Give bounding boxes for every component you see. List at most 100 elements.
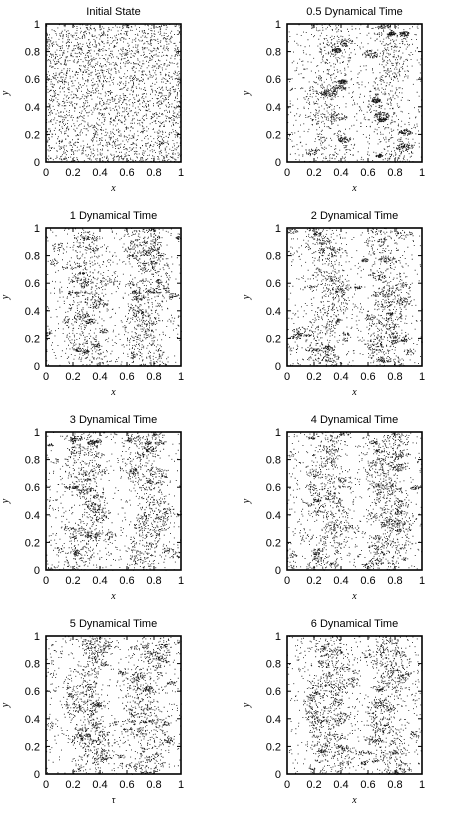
x-tick-label: 1 [178, 575, 184, 587]
chart-title: Initial State [86, 6, 140, 18]
chart-title: 6 Dynamical Time [311, 618, 398, 630]
chart-svg: 0.5 Dynamical Time 0 0.2 0.4 0.6 0.8 1 0 0.2 0.4 0… [241, 6, 425, 194]
scatter-points [287, 432, 423, 571]
chart-title: 4 Dynamical Time [311, 414, 398, 426]
chart-svg: 4 Dynamical Time 0 0.2 0.4 0.6 0.8 1 0 0.2 0.4 0.6… [241, 414, 425, 602]
chart-title: 5 Dynamical Time [70, 618, 157, 630]
y-tick-label: 0.8 [25, 47, 40, 59]
plot-frame [45, 635, 182, 775]
x-axis-label: x [110, 591, 116, 602]
y-tick-label: 0 [34, 157, 40, 169]
chart-title: 2 Dynamical Time [311, 210, 398, 222]
y-axis-label: y [0, 702, 11, 708]
plot-frame [286, 431, 423, 571]
y-tick-label: 1 [34, 223, 40, 235]
point-cloud [287, 636, 423, 775]
chart-panel: 2 Dynamical Time 0 0.2 0.4 0.6 0.8 1 0 0.2 0.4 0.6… [237, 204, 474, 407]
scatter-points [287, 24, 423, 163]
plot-frame [286, 23, 423, 163]
x-axis-label: x [351, 387, 357, 398]
x-tick-label: 0.2 [65, 779, 80, 791]
x-tick-label: 0.6 [360, 575, 375, 587]
x-axis-label: x [110, 183, 116, 194]
x-tick-label: 0.2 [65, 371, 80, 383]
x-tick-label: 0.2 [306, 779, 321, 791]
point-cloud [287, 228, 423, 367]
chart-svg: 6 Dynamical Time 0 0.2 0.4 0.6 0.8 1 0 0.2 0.4 0.6… [241, 618, 425, 806]
y-tick-label: 0.6 [266, 74, 281, 86]
scatter-points [287, 636, 423, 775]
y-tick-label: 0.2 [266, 129, 281, 141]
y-tick-label: 0 [34, 769, 40, 781]
y-tick-label: 1 [275, 631, 281, 643]
plot-frame [45, 23, 182, 163]
x-tick-label: 1 [178, 167, 184, 179]
x-tick-label: 1 [178, 371, 184, 383]
x-tick-label: 0 [43, 575, 49, 587]
y-tick-label: 0.2 [25, 333, 40, 345]
x-tick-label: 0.6 [119, 575, 134, 587]
y-tick-label: 1 [34, 19, 40, 31]
y-tick-label: 0.6 [266, 686, 281, 698]
y-tick-label: 0.4 [266, 306, 281, 318]
x-tick-label: 1 [419, 575, 425, 587]
y-tick-label: 0.4 [266, 102, 281, 114]
y-axis-label: y [0, 294, 11, 300]
plot-frame [286, 227, 423, 367]
y-tick-label: 0.8 [25, 251, 40, 263]
scatter-points [287, 228, 423, 367]
scatter-points [46, 636, 182, 775]
point-cloud [46, 228, 182, 367]
point-cloud [287, 432, 423, 571]
x-axis-label: τ [112, 795, 116, 806]
x-tick-label: 0.8 [387, 167, 402, 179]
chart-panel: Initial State 0 0.2 0.4 0.6 0.8 1 0 0.2 0.4 0.6 0.8… [0, 0, 237, 203]
y-tick-label: 1 [275, 223, 281, 235]
x-tick-label: 0.4 [92, 779, 107, 791]
y-axis-label: y [241, 702, 252, 708]
chart-panel: 0.5 Dynamical Time 0 0.2 0.4 0.6 0.8 1 0 0.2 0.4 0… [237, 0, 474, 203]
x-axis-label: x [351, 183, 357, 194]
chart-panel: 4 Dynamical Time 0 0.2 0.4 0.6 0.8 1 0 0.2 0.4 0.6… [237, 408, 474, 611]
chart-title: 0.5 Dynamical Time [306, 6, 403, 18]
y-tick-label: 0.2 [25, 129, 40, 141]
y-tick-label: 0.6 [25, 74, 40, 86]
x-tick-label: 1 [178, 779, 184, 791]
chart-title: 3 Dynamical Time [70, 414, 157, 426]
y-tick-label: 0.2 [266, 537, 281, 549]
x-tick-label: 0.4 [333, 779, 348, 791]
x-tick-label: 0.8 [387, 371, 402, 383]
y-tick-label: 0.8 [266, 455, 281, 467]
chart-panel: 6 Dynamical Time 0 0.2 0.4 0.6 0.8 1 0 0.2 0.4 0.6… [237, 612, 474, 815]
x-tick-label: 0.6 [360, 779, 375, 791]
point-cloud [46, 636, 182, 775]
y-tick-label: 1 [34, 427, 40, 439]
y-tick-label: 0.4 [266, 510, 281, 522]
point-cloud [46, 432, 182, 571]
x-tick-label: 0.6 [119, 779, 134, 791]
y-tick-label: 0 [34, 361, 40, 373]
y-tick-label: 0.6 [266, 482, 281, 494]
x-tick-label: 0.8 [146, 167, 161, 179]
y-tick-label: 0.6 [25, 686, 40, 698]
y-tick-label: 0.2 [266, 741, 281, 753]
x-tick-label: 0 [284, 371, 290, 383]
point-cloud [46, 24, 182, 163]
x-tick-label: 0.4 [333, 371, 348, 383]
x-tick-label: 0.8 [387, 779, 402, 791]
x-tick-label: 0 [284, 575, 290, 587]
y-tick-label: 0 [34, 565, 40, 577]
x-tick-label: 0.8 [146, 575, 161, 587]
x-tick-label: 0 [43, 167, 49, 179]
x-tick-label: 0.2 [65, 575, 80, 587]
x-tick-label: 0.6 [360, 167, 375, 179]
x-tick-label: 0.2 [306, 371, 321, 383]
scatter-points [46, 432, 182, 571]
y-tick-label: 0.2 [266, 333, 281, 345]
point-cloud [287, 24, 423, 163]
x-tick-label: 0.8 [387, 575, 402, 587]
chart-title: 1 Dynamical Time [70, 210, 157, 222]
x-tick-label: 0.4 [92, 167, 107, 179]
y-tick-label: 0.6 [25, 482, 40, 494]
x-tick-label: 0.4 [333, 575, 348, 587]
